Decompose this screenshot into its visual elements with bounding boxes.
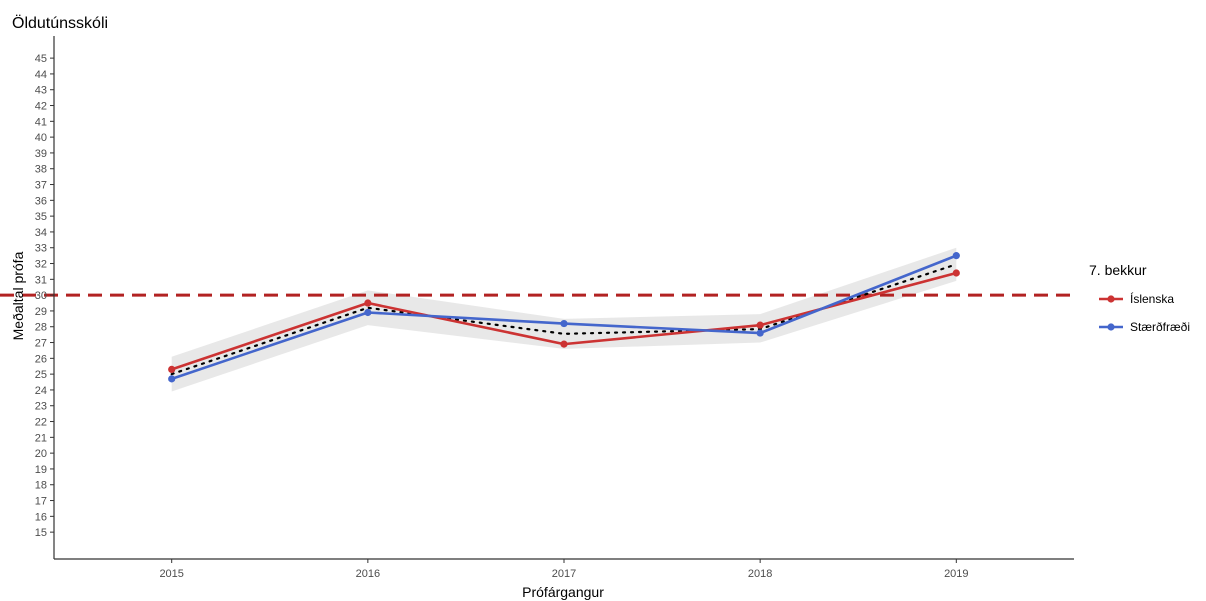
x-tick-label: 2015 [159, 568, 183, 580]
y-tick-label: 28 [35, 322, 47, 334]
series-1-point [168, 365, 176, 373]
legend-key-point [1107, 323, 1115, 331]
legend-label: Íslenska [1130, 291, 1174, 306]
confidence-band [171, 247, 957, 392]
y-tick-label: 16 [35, 511, 47, 523]
y-tick-label: 29 [35, 306, 47, 318]
legend-key-point [1107, 295, 1115, 303]
x-tick-label: 2016 [356, 568, 380, 580]
y-tick-label: 33 [35, 243, 47, 255]
y-tick-label: 23 [35, 401, 47, 413]
series-2-point [756, 329, 764, 337]
y-tick-label: 45 [35, 53, 47, 65]
y-tick-label: 19 [35, 464, 47, 476]
y-tick-label: 25 [35, 369, 47, 381]
series-1-point [756, 321, 764, 329]
y-tick-label: 40 [35, 132, 47, 144]
y-tick-label: 35 [35, 211, 47, 223]
y-tick-label: 34 [35, 227, 47, 239]
y-tick-label: 20 [35, 448, 47, 460]
y-tick-label: 36 [35, 195, 47, 207]
y-tick-label: 41 [35, 116, 47, 128]
y-tick-label: 22 [35, 417, 47, 429]
legend-title: 7. bekkur [1089, 262, 1147, 278]
y-tick-label: 31 [35, 274, 47, 286]
y-tick-label: 39 [35, 148, 47, 160]
x-tick-label: 2019 [944, 568, 968, 580]
x-tick-label: 2018 [748, 568, 772, 580]
y-tick-label: 18 [35, 480, 47, 492]
y-tick-label: 44 [35, 69, 47, 81]
mean-line [170, 263, 958, 376]
y-tick-label: 15 [35, 527, 47, 539]
series-2-point [952, 252, 960, 260]
y-tick-label: 27 [35, 338, 47, 350]
series-1-point [952, 269, 960, 277]
plot-area: 15 16 17 18 19 20 21 22 23 24 25 26 27 28 29 30 31 32 33 34… [0, 36, 1074, 580]
chart-title: Öldutúnsskóli [12, 14, 108, 32]
legend-label: Stærðfræði [1130, 320, 1190, 334]
x-axis-title: Prófárgangur [522, 584, 604, 600]
legend: 7. bekkur Íslenska Stærðfræði [1089, 262, 1190, 334]
y-tick-label: 24 [35, 385, 47, 397]
y-tick-label: 37 [35, 180, 47, 192]
y-tick-label: 32 [35, 259, 47, 271]
x-tick-label: 2017 [552, 568, 576, 580]
y-tick-label: 43 [35, 85, 47, 97]
y-tick-label: 26 [35, 353, 47, 365]
y-tick-label: 17 [35, 496, 47, 508]
y-tick-label: 21 [35, 432, 47, 444]
series-2-point [364, 308, 372, 317]
y-tick-label: 42 [35, 101, 47, 113]
series-1-point [364, 299, 372, 307]
series-1-point [560, 340, 568, 348]
y-tick-label: 38 [35, 164, 47, 176]
y-tick-label: 30 [35, 290, 47, 302]
legend-items: Íslenska Stærðfræði [1099, 291, 1190, 334]
y-axis-title: Meðaltal prófa [10, 251, 26, 340]
series-2-point [560, 319, 568, 328]
series-2-point [168, 375, 176, 383]
